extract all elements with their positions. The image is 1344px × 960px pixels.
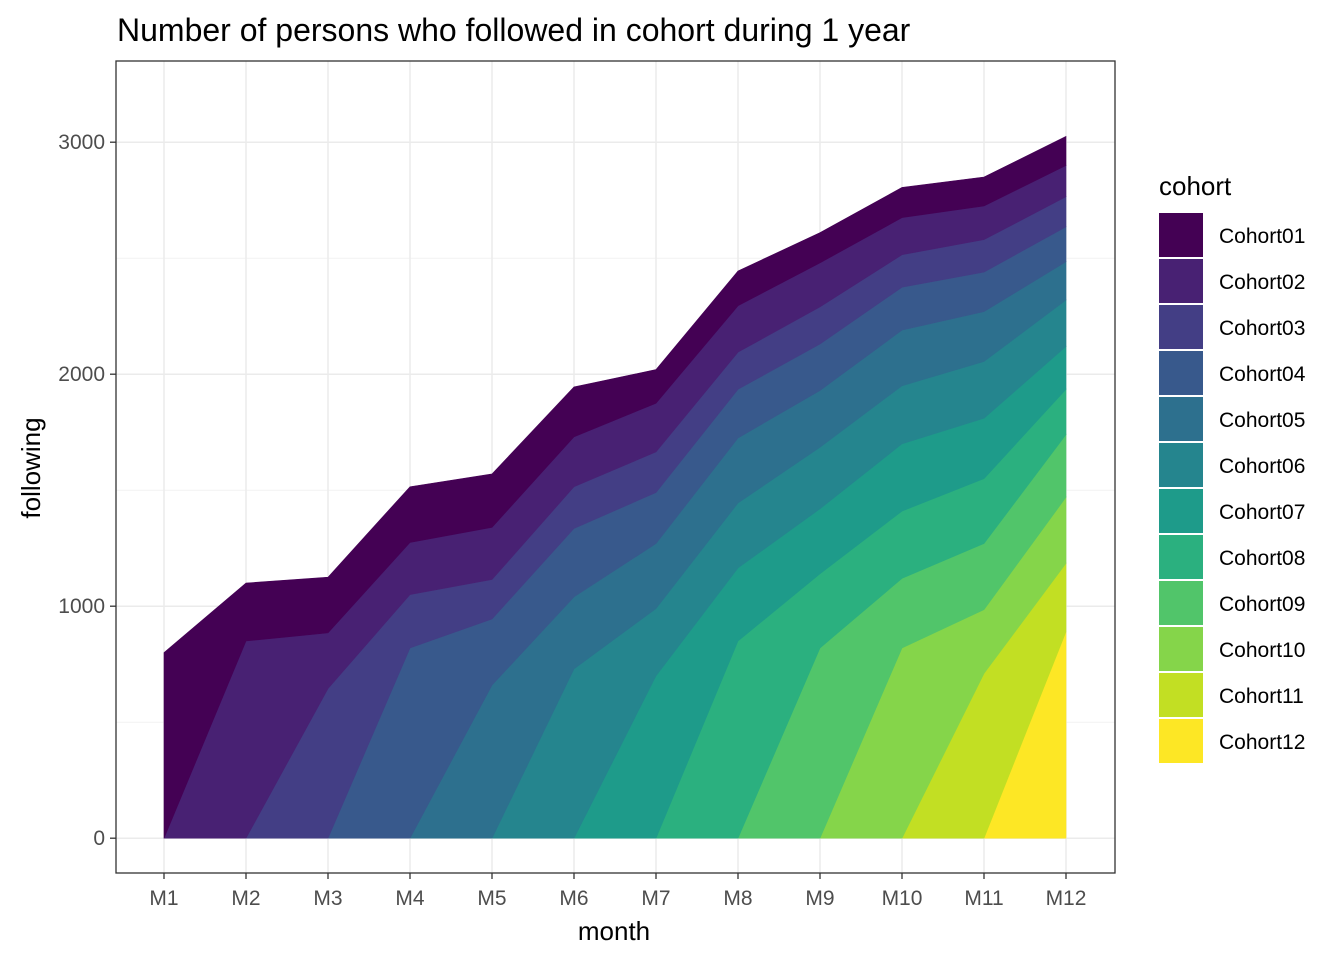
- x-tick-label: M9: [805, 887, 834, 910]
- legend-key-cohort08: [1159, 535, 1203, 579]
- legend-label: Cohort04: [1219, 363, 1306, 386]
- legend-key-cohort12: [1159, 719, 1203, 763]
- legend-label: Cohort06: [1219, 455, 1305, 478]
- legend-key-cohort10: [1159, 627, 1203, 671]
- legend-key-cohort02: [1159, 259, 1203, 303]
- x-tick-label: M4: [395, 887, 424, 910]
- legend-label: Cohort11: [1219, 685, 1304, 708]
- y-tick-label: 2000: [58, 363, 105, 386]
- legend-key-cohort01: [1159, 213, 1203, 257]
- x-tick-label: M10: [882, 887, 923, 910]
- x-tick-label: M6: [559, 887, 588, 910]
- plot-border: [115, 60, 1116, 874]
- x-tick-label: M12: [1046, 887, 1087, 910]
- area-cohort01: [163, 135, 1067, 839]
- legend-key-cohort05: [1159, 397, 1203, 441]
- legend-key-cohort07: [1159, 489, 1203, 533]
- y-tick-label: 0: [93, 827, 105, 850]
- legend-key-cohort09: [1159, 581, 1203, 625]
- legend-label: Cohort08: [1219, 547, 1305, 570]
- legend-label: Cohort09: [1219, 593, 1305, 616]
- legend-label: Cohort02: [1219, 271, 1305, 294]
- y-tick-label: 1000: [58, 595, 105, 618]
- x-tick-label: M11: [964, 887, 1003, 910]
- legend-key-cohort03: [1159, 305, 1203, 349]
- legend-label: Cohort05: [1219, 409, 1305, 432]
- x-axis: M1 M2 M3 M4 M5 M6 M7 M8 M9 M10 M11 M12: [149, 873, 1086, 910]
- y-axis: 0 1000 2000 3000: [58, 131, 116, 850]
- y-tick-label: 3000: [58, 131, 105, 154]
- x-tick-label: M8: [723, 887, 752, 910]
- legend-label: Cohort01: [1219, 225, 1305, 248]
- x-tick-label: M7: [641, 887, 670, 910]
- x-axis-title: month: [578, 916, 650, 946]
- x-tick-label: M1: [149, 887, 178, 910]
- legend-key-cohort04: [1159, 351, 1203, 395]
- legend-key-cohort06: [1159, 443, 1203, 487]
- legend-label: Cohort10: [1219, 639, 1305, 662]
- legend-label: Cohort12: [1219, 731, 1305, 754]
- x-tick-label: M5: [477, 887, 506, 910]
- area-series: [163, 135, 1067, 839]
- legend-label: Cohort03: [1219, 317, 1305, 340]
- legend-title: cohort: [1159, 171, 1232, 201]
- x-tick-label: M2: [231, 887, 260, 910]
- legend-label: Cohort07: [1219, 501, 1305, 524]
- x-tick-label: M3: [313, 887, 342, 910]
- y-axis-title: following: [16, 417, 46, 518]
- legend: Cohort01 Cohort02 Cohort03 Cohort04 Cohort05…: [1159, 213, 1306, 763]
- legend-key-cohort11: [1159, 673, 1203, 717]
- chart-title: Number of persons who followed in cohort…: [117, 12, 911, 48]
